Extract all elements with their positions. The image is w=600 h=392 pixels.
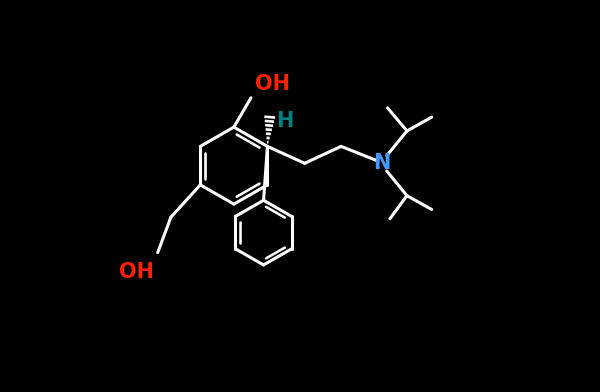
Text: N: N: [373, 153, 391, 173]
Text: OH: OH: [119, 262, 154, 282]
Text: OH: OH: [255, 74, 290, 94]
Text: H: H: [276, 111, 293, 131]
